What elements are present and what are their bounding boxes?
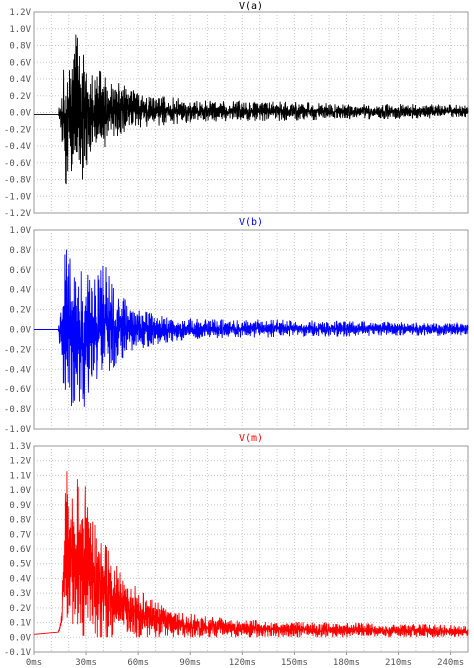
x-tick-label: 60ms [127,658,149,668]
y-tick-label: 1.1V [9,471,31,481]
y-tick-label: 0.9V [9,501,31,511]
y-tick-label: 0.5V [9,560,31,570]
y-tick-label: 1.2V [9,8,31,18]
y-tick-label: 0.8V [9,42,31,52]
y-tick-label: 0.6V [9,58,31,68]
x-tick-label: 210ms [385,658,412,668]
y-tick-label: -0.4V [4,365,32,375]
y-tick-label: 0.4V [9,574,31,584]
y-tick-label: -0.8V [4,405,32,415]
waveform-trace [33,471,469,638]
x-tick-label: 90ms [179,658,201,668]
chart-title: V(m) [239,433,263,444]
y-tick-label: 0.0V [9,109,31,119]
y-tick-label: 0.2V [9,92,31,102]
chart-title: V(a) [239,1,263,12]
x-tick-label: 120ms [229,658,256,668]
y-tick-label: 0.0V [9,633,31,643]
x-tick-label: 240ms [437,658,464,668]
y-tick-label: 0.7V [9,530,31,540]
y-tick-label: -0.2V [4,345,32,355]
waveform-trace [34,249,469,407]
x-tick-label: 0ms [26,658,42,668]
chart-pane-3: 1.3V 1.2V 1.1V 1.0V 0.9V 0.8V 0.7V 0.6V 0.5V 0.4V… [4,433,469,668]
y-tick-label: 0.2V [9,306,31,316]
y-tick-label: -0.2V [4,125,32,135]
y-tick-label: 0.4V [9,75,31,85]
y-tick-label: -0.6V [4,385,32,395]
y-tick-label: 0.2V [9,604,31,614]
y-tick-label: 0.6V [9,545,31,555]
chart-pane-1: 1.2V 1.0V 0.8V 0.6V 0.4V 0.2V 0.0V -0.2V -0.4V -0… [4,1,469,219]
y-tick-label: 0.6V [9,266,31,276]
y-tick-label: -1.0V [4,425,32,435]
y-tick-label: -1.2V [4,209,32,219]
y-tick-label: 0.4V [9,286,31,296]
y-tick-label: 0.0V [9,326,31,336]
y-tick-label: -0.8V [4,176,32,186]
chart-pane-2: 1.0V 0.8V 0.6V 0.4V 0.2V 0.0V -0.2V -0.4V -0.6V -… [4,217,469,435]
x-tick-label: 30ms [75,658,97,668]
y-tick-label: -0.4V [4,142,32,152]
y-tick-label: -1.0V [4,192,32,202]
y-tick-label: -0.6V [4,159,32,169]
waveform-trace [34,34,469,185]
y-tick-label: 0.8V [9,246,31,256]
y-tick-label: 0.3V [9,589,31,599]
y-tick-label: 1.0V [9,25,31,35]
y-tick-label: 0.1V [9,619,31,629]
y-tick-label: 1.3V [9,442,31,452]
y-tick-label: 1.0V [9,486,31,496]
y-tick-label: -0.1V [4,648,32,658]
y-tick-label: 1.0V [9,226,31,236]
y-tick-label: 0.8V [9,516,31,526]
chart-title: V(b) [239,217,263,228]
y-tick-label: 1.2V [9,457,31,467]
x-tick-label: 150ms [281,658,308,668]
x-tick-label: 180ms [333,658,360,668]
